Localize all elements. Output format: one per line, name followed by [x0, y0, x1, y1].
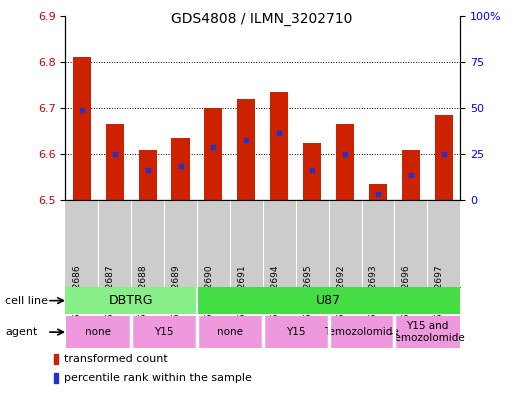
Bar: [264, 316, 328, 348]
Text: none: none: [217, 327, 243, 337]
Bar: [237, 99, 255, 200]
Bar: [402, 150, 420, 200]
Bar: [106, 124, 124, 200]
Bar: [54, 354, 59, 364]
Text: GDS4808 / ILMN_3202710: GDS4808 / ILMN_3202710: [171, 12, 352, 26]
Bar: [73, 57, 91, 200]
Text: cell line: cell line: [5, 296, 48, 306]
Bar: [369, 184, 387, 200]
Bar: [132, 316, 196, 348]
Text: agent: agent: [5, 327, 38, 337]
Text: transformed count: transformed count: [63, 354, 167, 364]
Bar: [329, 316, 394, 348]
Text: none: none: [85, 327, 111, 337]
Bar: [303, 143, 321, 200]
Bar: [65, 287, 197, 314]
Bar: [139, 150, 157, 200]
Text: Y15: Y15: [286, 327, 305, 337]
Text: Temozolomide: Temozolomide: [324, 327, 399, 337]
Bar: [270, 92, 288, 200]
Text: DBTRG: DBTRG: [109, 294, 153, 307]
Text: Y15 and
Temozolomide: Y15 and Temozolomide: [390, 321, 465, 343]
Bar: [66, 316, 131, 348]
Bar: [54, 373, 59, 383]
Bar: [204, 108, 222, 200]
Bar: [336, 124, 354, 200]
Bar: [197, 287, 460, 314]
Bar: [198, 316, 262, 348]
Text: percentile rank within the sample: percentile rank within the sample: [63, 373, 252, 384]
Bar: [172, 138, 190, 200]
Text: U87: U87: [316, 294, 341, 307]
Text: Y15: Y15: [154, 327, 174, 337]
Bar: [395, 316, 460, 348]
Bar: [435, 115, 453, 200]
